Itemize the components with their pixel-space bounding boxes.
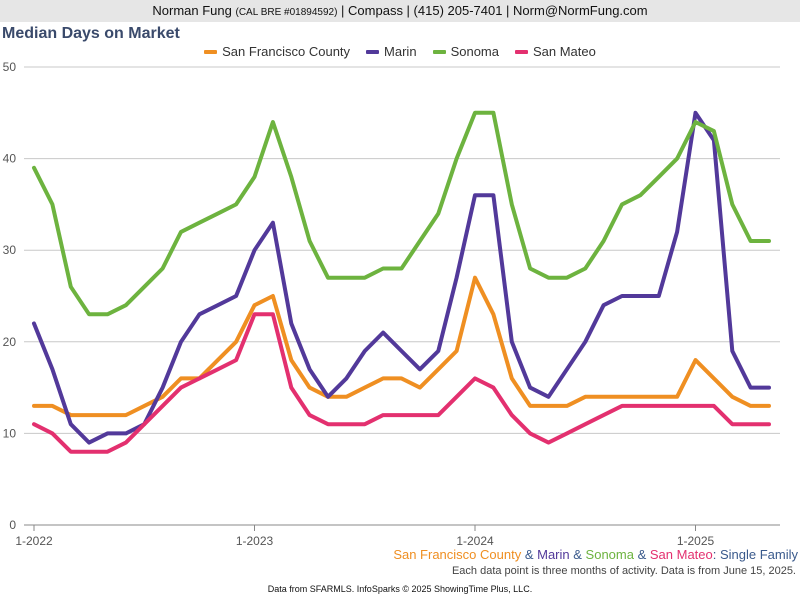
agent-name: Norman Fung xyxy=(152,3,232,18)
y-tick-label: 40 xyxy=(3,152,17,166)
legend-label-marin: Marin xyxy=(384,44,417,59)
legend-item-sonoma[interactable]: Sonoma xyxy=(432,44,499,59)
subtitle-amp-1: & xyxy=(521,547,538,562)
subtitle-amp-3: & xyxy=(633,547,650,562)
series-line-marin xyxy=(32,110,771,445)
y-tick-label: 0 xyxy=(9,518,16,532)
subtitle-marin: Marin xyxy=(537,547,570,562)
legend-swatch-marin xyxy=(366,49,380,54)
chart-subtitle: San Francisco County & Marin & Sonoma & … xyxy=(393,547,798,562)
x-tick-label: 1-2023 xyxy=(236,534,274,548)
legend-item-sf[interactable]: San Francisco County xyxy=(204,44,350,59)
y-tick-label: 30 xyxy=(3,243,17,257)
chart-legend: San Francisco County Marin Sonoma San Ma… xyxy=(0,44,800,59)
legend-label-sanmateo: San Mateo xyxy=(532,44,596,59)
series-line-san-francisco-county xyxy=(32,275,771,418)
agent-license: (CAL BRE #01894592) xyxy=(235,7,338,18)
series-line-sonoma xyxy=(32,110,771,317)
subtitle-sf: San Francisco County xyxy=(393,547,522,562)
series-line-san-mateo xyxy=(32,312,771,454)
legend-label-sf: San Francisco County xyxy=(222,44,351,59)
chart-title: Median Days on Market xyxy=(2,25,180,42)
legend-label-sonoma: Sonoma xyxy=(450,44,499,59)
x-tick-label: 1-2024 xyxy=(456,534,494,548)
agent-contact: | Compass | (415) 205-7401 | Norm@NormFu… xyxy=(341,3,648,18)
y-tick-label: 50 xyxy=(3,60,17,74)
agent-header-bar: Norman Fung (CAL BRE #01894592) | Compas… xyxy=(0,0,800,22)
data-note: Each data point is three months of activ… xyxy=(451,565,796,577)
x-tick-label: 1-2025 xyxy=(677,534,715,548)
x-tick-label: 1-2022 xyxy=(15,534,53,548)
legend-swatch-sf xyxy=(204,49,218,54)
subtitle-sanmateo: San Mateo xyxy=(649,547,713,562)
subtitle-suffix: : Single Family xyxy=(712,547,798,562)
legend-swatch-sonoma xyxy=(432,49,446,54)
legend-item-marin[interactable]: Marin xyxy=(366,44,417,59)
y-tick-label: 10 xyxy=(3,426,17,440)
y-tick-label: 20 xyxy=(3,335,17,349)
data-source-footer: Data from SFARMLS. InfoSparks © 2025 Sho… xyxy=(267,584,533,594)
legend-item-sanmateo[interactable]: San Mateo xyxy=(514,44,596,59)
legend-swatch-sanmateo xyxy=(514,49,528,54)
subtitle-sonoma: Sonoma xyxy=(585,547,634,562)
subtitle-amp-2: & xyxy=(569,547,586,562)
